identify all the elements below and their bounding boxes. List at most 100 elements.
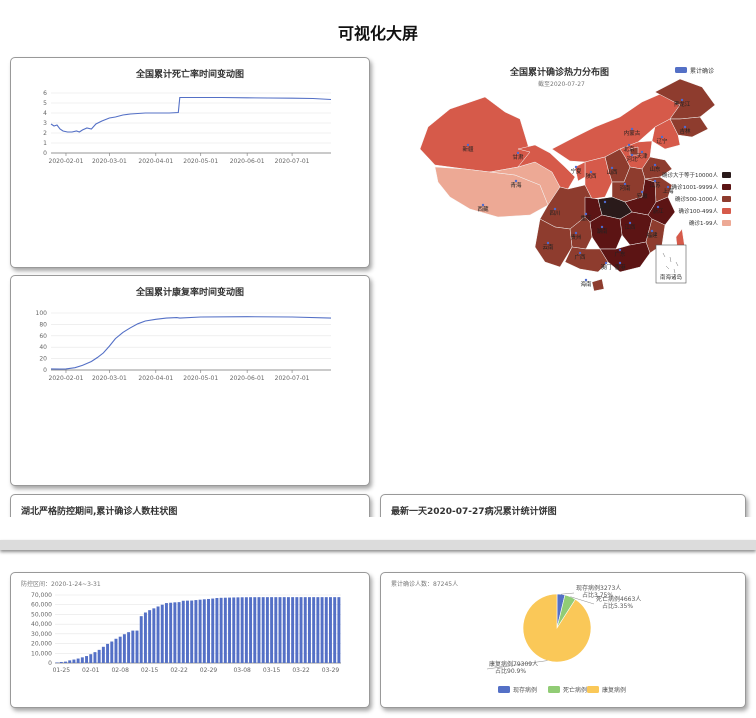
x-tick-label: 2020-03-01	[92, 158, 127, 165]
province-dot	[618, 261, 622, 265]
province-label: 湖北	[599, 202, 611, 210]
scale-swatch	[722, 184, 731, 190]
bar	[118, 636, 122, 663]
y-tick-label: 80	[39, 321, 47, 328]
bar	[114, 638, 118, 663]
section-divider	[0, 540, 756, 550]
province-label: 西藏	[477, 205, 489, 213]
province-label: 河南	[619, 184, 631, 192]
heatmap-subtitle: 截至2020-07-27	[538, 81, 585, 88]
map-legend-swatch	[675, 67, 687, 73]
province-guangxi	[564, 246, 609, 273]
bar	[160, 604, 164, 663]
bar	[97, 649, 101, 663]
province-dot	[584, 212, 588, 216]
province-tibet	[434, 166, 549, 218]
province-label: 上海	[662, 187, 674, 195]
province-label: 云南	[542, 243, 554, 251]
bar	[135, 630, 139, 663]
province-label: 四川	[549, 210, 560, 217]
pie-slice-label: 现存病例3273人	[576, 584, 621, 592]
bar	[211, 598, 215, 663]
bar	[152, 608, 156, 663]
province-guangdong	[599, 241, 651, 273]
pie-slice	[522, 593, 592, 663]
bar	[186, 600, 189, 663]
bar	[333, 597, 337, 663]
y-tick-label: 20	[39, 356, 47, 363]
pie-subtitle: 累计确诊人数：87245人	[391, 581, 459, 588]
province-dot	[640, 190, 644, 194]
province-dot	[627, 143, 631, 147]
bar	[219, 597, 223, 663]
recovery-rate-title: 全国累计康复率时间变动图	[135, 288, 244, 298]
bar	[270, 597, 274, 663]
legend-label: 死亡病例	[563, 686, 587, 694]
x-tick-label: 03-08	[233, 667, 251, 674]
province-dot	[578, 251, 582, 255]
bar	[244, 597, 248, 663]
province-beijing	[629, 146, 639, 156]
bar	[265, 597, 269, 663]
province-dot	[683, 125, 687, 129]
death-rate-chart: 0 1 2 3 4 5 6 2020-02-01 2020-03-01 2020-04-01 202…	[43, 90, 332, 165]
bar	[278, 597, 282, 663]
scale-label: 确诊1001-9999人	[672, 183, 719, 191]
bar	[232, 597, 236, 663]
bar	[202, 599, 206, 663]
bar	[89, 654, 93, 663]
bar	[122, 634, 126, 663]
province-dot	[546, 241, 550, 245]
bar	[173, 602, 177, 663]
x-tick-label: 03-29	[322, 667, 340, 674]
bar	[274, 597, 278, 663]
recovery-rate-chart: 0 20 40 60 80 100 2020-02-01 2020-03-01 2020-04-…	[36, 310, 332, 382]
x-tick-label: 2020-04-01	[138, 158, 173, 165]
province-label: 重庆	[580, 214, 592, 222]
province-dot	[630, 153, 634, 157]
province-dot	[466, 143, 470, 147]
scale-label: 确诊大于等于10000人	[662, 171, 718, 179]
bar	[249, 597, 253, 663]
pie-leader-line	[560, 592, 575, 595]
death-rate-title: 全国累计死亡率时间变动图	[135, 70, 244, 80]
province-dot	[584, 278, 588, 282]
province-dot	[610, 166, 614, 170]
province-dot	[589, 170, 593, 174]
page-title: 可视化大屏	[337, 24, 418, 43]
scale-label: 确诊1-99人	[689, 219, 718, 227]
legend-swatch	[498, 686, 510, 693]
x-tick-label: 03-22	[292, 667, 310, 674]
series-line	[50, 316, 332, 370]
bar	[307, 597, 311, 663]
bar	[131, 630, 135, 663]
scale-swatch	[722, 196, 731, 202]
map-legend-label: 累计确诊	[690, 67, 714, 75]
y-tick-label: 60	[39, 333, 47, 340]
province-ningxia	[574, 161, 586, 182]
province-label: 辽宁	[656, 137, 668, 145]
bar	[139, 616, 143, 663]
x-tick-label: 01-25	[53, 667, 71, 674]
south-sea-inset	[655, 244, 687, 284]
province-label: 宁夏	[570, 167, 582, 175]
bar	[181, 600, 185, 663]
y-tick-label: 20,000	[31, 641, 52, 648]
province-label: 江西	[624, 224, 636, 231]
province-dot	[653, 163, 657, 167]
y-tick-label: 0	[43, 150, 47, 157]
legend-label: 康复病例	[602, 686, 626, 694]
province-label: 山西	[606, 168, 618, 176]
province-label: 湖南	[596, 227, 608, 235]
bar	[164, 603, 168, 663]
province-label: 浙江	[652, 207, 664, 215]
page-divider	[0, 517, 756, 559]
bar	[228, 597, 232, 663]
bar	[215, 598, 219, 663]
x-tick-label: 02-08	[111, 667, 129, 674]
bar	[110, 641, 114, 663]
bar	[101, 646, 105, 663]
scale-swatch	[722, 208, 731, 214]
